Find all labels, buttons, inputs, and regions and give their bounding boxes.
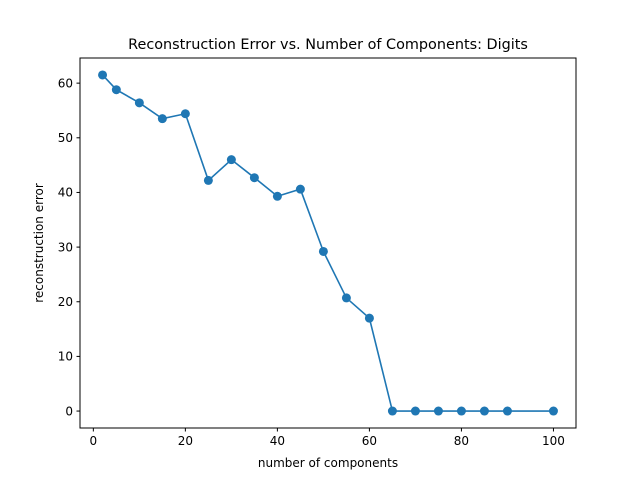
data-point xyxy=(364,313,374,323)
y-tick-label: 10 xyxy=(58,350,73,364)
data-point xyxy=(249,173,259,183)
data-point xyxy=(272,191,282,201)
data-point xyxy=(203,175,213,185)
data-point xyxy=(456,406,466,416)
y-tick-label: 60 xyxy=(58,76,73,90)
data-point xyxy=(387,406,397,416)
x-tick-label: 40 xyxy=(270,434,285,448)
x-tick-label: 80 xyxy=(454,434,469,448)
x-tick-label: 20 xyxy=(178,434,193,448)
data-point xyxy=(479,406,489,416)
data-point xyxy=(226,155,236,165)
data-point xyxy=(295,184,305,194)
data-point xyxy=(318,246,328,256)
x-tick-label: 100 xyxy=(542,434,565,448)
x-tick-label: 60 xyxy=(362,434,377,448)
x-axis-label: number of components xyxy=(258,456,398,470)
y-tick-label: 20 xyxy=(58,295,73,309)
data-point xyxy=(341,293,351,303)
data-point xyxy=(98,70,108,80)
chart-title: Reconstruction Error vs. Number of Compo… xyxy=(128,37,528,53)
data-point xyxy=(502,406,512,416)
y-axis-label: reconstruction error xyxy=(32,183,46,303)
data-point xyxy=(180,109,190,119)
plot-frame xyxy=(79,57,577,429)
data-point xyxy=(134,98,144,108)
series xyxy=(98,70,558,416)
ticks: 0 20 40 60 80 100 0 10 20 30 40 50 60 xyxy=(58,76,565,448)
y-tick-label: 50 xyxy=(58,131,73,145)
data-point xyxy=(433,406,443,416)
y-tick-label: 40 xyxy=(58,186,73,200)
y-tick-label: 0 xyxy=(65,404,73,418)
data-point xyxy=(111,85,121,95)
data-point xyxy=(410,406,420,416)
y-tick-label: 30 xyxy=(58,240,73,254)
x-tick-label: 0 xyxy=(90,434,98,448)
data-point xyxy=(548,406,558,416)
data-point xyxy=(157,114,167,124)
